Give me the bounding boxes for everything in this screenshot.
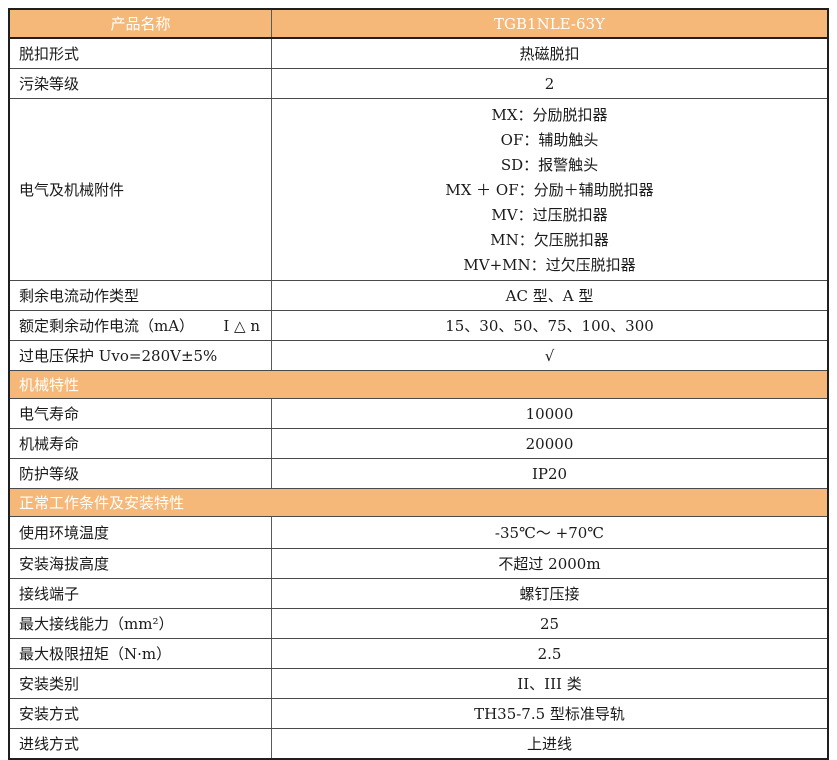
row-label: 额定剩余动作电流（mA） I △ n (10, 311, 272, 340)
table-row: 污染等级 2 (10, 69, 827, 99)
table-row: 最大接线能力（mm²） 25 (10, 609, 827, 639)
header-product-model: TGB1NLE-63Y (272, 10, 827, 37)
row-value: 螺钉压接 (519, 585, 580, 603)
section-header-mechanical: 机械特性 (10, 371, 827, 399)
accessory-line: MN：欠压脱扣器 (490, 230, 609, 249)
row-value: 25 (539, 614, 560, 633)
row-label: 防护等级 (10, 459, 272, 488)
row-value: 不超过 2000m (498, 555, 601, 573)
row-label: 安装海拔高度 (10, 549, 272, 578)
row-label: 最大极限扭矩（N·m） (10, 639, 272, 668)
row-value: 2.5 (537, 644, 562, 663)
table-row: 安装海拔高度 不超过 2000m (10, 549, 827, 579)
row-value: AC 型、A 型 (505, 287, 594, 305)
header-label: 产品名称 (10, 10, 272, 37)
table-row: 电气寿命 10000 (10, 399, 827, 429)
row-value: 20000 (525, 434, 574, 453)
table-row: 最大极限扭矩（N·m） 2.5 (10, 639, 827, 669)
row-label-note: I △ n (223, 316, 260, 335)
table-row: 机械寿命 20000 (10, 429, 827, 459)
row-label: 电气寿命 (10, 399, 272, 428)
row-value-list: MX：分励脱扣器 OF：辅助触头 SD：报警触头 MX ＋ OF：分励＋辅助脱扣… (272, 99, 827, 280)
row-value: TH35-7.5 型标准导轨 (474, 705, 625, 723)
row-label: 污染等级 (10, 69, 272, 98)
accessory-line: MX ＋ OF：分励＋辅助脱扣器 (445, 180, 654, 199)
table-row: 剩余电流动作类型 AC 型、A 型 (10, 281, 827, 311)
section-title: 正常工作条件及安装特性 (10, 489, 827, 516)
row-label-text: 额定剩余动作电流（mA） (19, 317, 195, 335)
accessory-line: MV+MN：过欠压脱扣器 (463, 255, 636, 274)
row-value: 15、30、50、75、100、300 (445, 317, 654, 335)
row-value: 2 (544, 74, 555, 93)
table-row: 接线端子 螺钉压接 (10, 579, 827, 609)
accessory-line: MV：过压脱扣器 (491, 205, 608, 224)
table-row-accessories: 电气及机械附件 MX：分励脱扣器 OF：辅助触头 SD：报警触头 MX ＋ OF… (10, 99, 827, 281)
row-value-checkmark: √ (544, 346, 555, 365)
table-row: 过电压保护 Uvo=280V±5% √ (10, 341, 827, 371)
table-row: 安装方式 TH35-7.5 型标准导轨 (10, 699, 827, 729)
row-label: 过电压保护 Uvo=280V±5% (10, 341, 272, 370)
product-spec-table: 产品名称 TGB1NLE-63Y 脱扣形式 热磁脱扣 污染等级 2 电气及机械附… (8, 8, 829, 760)
accessory-line: MX：分励脱扣器 (491, 105, 608, 124)
table-row: 进线方式 上进线 (10, 729, 827, 758)
section-title: 机械特性 (10, 371, 827, 398)
row-label: 机械寿命 (10, 429, 272, 458)
table-row: 脱扣形式 热磁脱扣 (10, 39, 827, 69)
row-value: 10000 (525, 404, 574, 423)
row-label: 安装类别 (10, 669, 272, 698)
row-label: 电气及机械附件 (10, 99, 272, 280)
row-value: IP20 (531, 464, 568, 483)
row-label: 剩余电流动作类型 (10, 281, 272, 310)
table-row: 防护等级 IP20 (10, 459, 827, 489)
row-label: 进线方式 (10, 729, 272, 758)
row-label: 使用环境温度 (10, 517, 272, 548)
row-value: 热磁脱扣 (519, 45, 580, 63)
row-label: 安装方式 (10, 699, 272, 728)
row-value: -35℃～ +70℃ (494, 524, 605, 542)
accessory-line: SD：报警触头 (500, 155, 599, 174)
row-label: 脱扣形式 (10, 39, 272, 68)
table-row: 使用环境温度 -35℃～ +70℃ (10, 517, 827, 549)
row-label: 最大接线能力（mm²） (10, 609, 272, 638)
section-header-operating-conditions: 正常工作条件及安装特性 (10, 489, 827, 517)
accessory-line: OF：辅助触头 (500, 130, 599, 149)
row-value: 上进线 (526, 735, 572, 753)
table-row: 安装类别 II、III 类 (10, 669, 827, 699)
row-value: II、III 类 (517, 675, 582, 693)
row-label: 接线端子 (10, 579, 272, 608)
table-header-row: 产品名称 TGB1NLE-63Y (10, 10, 827, 39)
table-row: 额定剩余动作电流（mA） I △ n 15、30、50、75、100、300 (10, 311, 827, 341)
